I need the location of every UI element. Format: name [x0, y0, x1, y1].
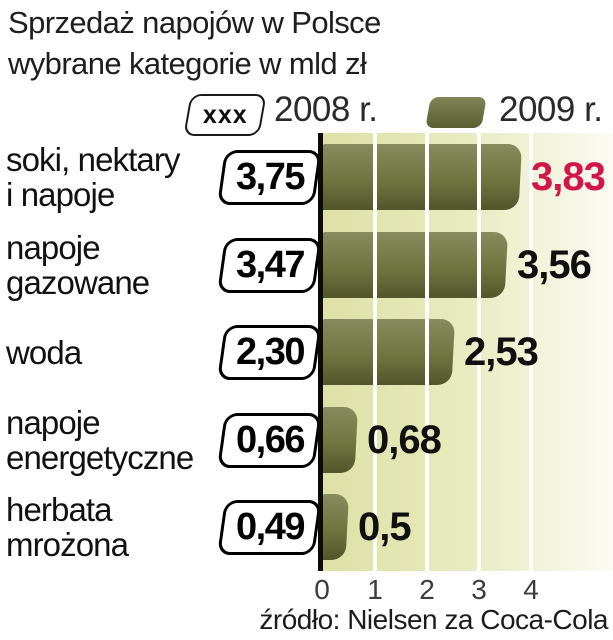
bar-2009 — [319, 144, 522, 210]
x-tick-2: 2 — [419, 574, 435, 605]
row-napoje-gazowane: napoje gazowane 3,47 3,56 — [0, 221, 613, 309]
bar-value-2009: 0,5 — [358, 504, 412, 549]
bar-rows: soki, nektary i napoje 3,75 3,83 napoje … — [0, 133, 613, 571]
row-woda: woda 2,30 2,53 — [0, 308, 613, 396]
value-box-2008: 0,49 — [217, 500, 322, 555]
legend-2008-box-symbol: xxx — [202, 100, 248, 129]
bar-2009 — [319, 407, 358, 473]
value-box-2008: 3,47 — [217, 238, 322, 293]
gridline-2 — [425, 133, 429, 571]
bar-value-2009: 0,68 — [367, 417, 442, 462]
legend-2009-label: 2009 r. — [499, 90, 603, 129]
row-soki-nektary-i-napoje: soki, nektary i napoje 3,75 3,83 — [0, 133, 613, 221]
chart-title-line1: Sprzedaż napojów w Polsce — [8, 5, 381, 40]
category-label: soki, nektary i napoje — [6, 141, 180, 213]
category-label: napoje energetyczne — [6, 404, 194, 476]
x-tick-3: 3 — [471, 574, 487, 605]
gridline-3 — [477, 133, 481, 571]
value-box-2008: 3,75 — [217, 150, 322, 205]
legend-2008-label: 2008 r. — [274, 90, 378, 129]
value-box-2008: 0,66 — [217, 413, 322, 468]
category-label: napoje gazowane — [6, 229, 150, 301]
row-napoje-energetyczne: napoje energetyczne 0,66 0,68 — [0, 396, 613, 484]
legend-2009-swatch-icon — [425, 97, 487, 128]
chart-title: Sprzedaż napojów w Polsce wybrane katego… — [8, 2, 381, 84]
x-tick-4: 4 — [523, 574, 539, 605]
value-box-2008: 2,30 — [217, 325, 322, 380]
source-credit: źródło: Nielsen za Coca-Cola — [259, 604, 608, 635]
chart-title-line2: wybrane kategorie w mld zł — [8, 46, 367, 81]
x-tick-0: 0 — [314, 574, 330, 605]
bar-2009 — [319, 319, 455, 385]
legend-2008-box-icon: xxx — [183, 94, 267, 136]
y-axis-line — [318, 133, 323, 571]
category-label: woda — [6, 333, 82, 371]
gridline-4 — [529, 133, 533, 571]
category-label: herbata mrożona — [6, 491, 129, 563]
bar-value-2009: 3,56 — [517, 242, 592, 287]
bar-value-2009: 3,83 — [531, 154, 606, 199]
bar-2009 — [319, 494, 349, 560]
gridline-1 — [373, 133, 377, 571]
row-herbata-mrozona: herbata mrożona 0,49 0,5 — [0, 483, 613, 571]
bar-value-2009: 2,53 — [464, 329, 539, 374]
x-tick-1: 1 — [367, 574, 383, 605]
